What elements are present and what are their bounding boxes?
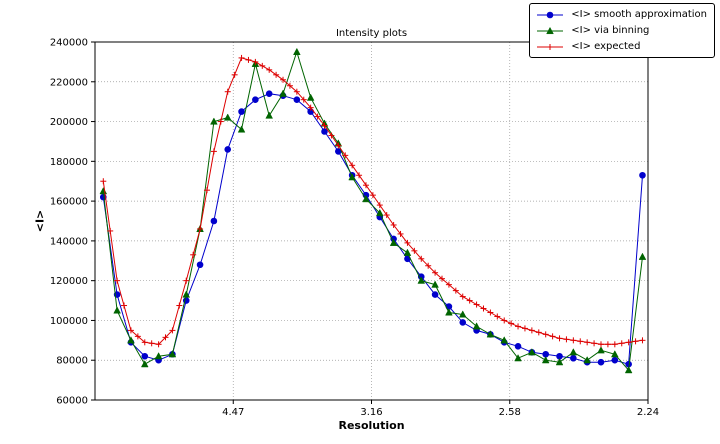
triangle-marker [638,252,647,260]
circle-marker [293,96,301,103]
circle-marker [210,217,218,225]
circle-marker [459,319,467,326]
x-axis-label: Resolution [338,419,405,432]
plot-frame [94,41,649,401]
triangle-marker [569,348,578,356]
y-tick-label: 80000 [56,356,88,367]
chart-title: Intensity plots [335,28,408,39]
circle-marker [265,90,273,98]
circle-marker [431,291,439,298]
triangle-marker [127,336,135,344]
triangle-marker [546,26,555,34]
triangle-marker [624,366,633,374]
legend-label: <I> smooth approximation [571,9,707,20]
y-tick-label: 140000 [50,236,88,247]
triangle-marker [223,113,232,121]
legend-item: <I> via binning [535,23,707,38]
triangle-marker [597,346,605,354]
triangle-marker [375,208,384,217]
legend: <I> smooth approximation <I> via binning <… [529,3,715,58]
triangle-marker [403,248,412,256]
y-axis-label: <I> [33,209,47,233]
triangle-marker [279,89,287,97]
legend-item: <I> smooth approximation [535,7,707,22]
x-tick-label: 4.47 [222,407,244,418]
y-tick-label: 200000 [50,117,88,128]
triangle-marker [486,330,495,338]
triangle-marker [500,336,509,344]
circle-legend-marker-icon [537,11,564,18]
triangle-marker [528,348,536,356]
y-tick-label: 180000 [50,157,88,168]
series-line-triangle [102,50,643,372]
legend-item: <I> expected [535,39,707,54]
circle-marker [238,108,245,115]
x-tick-label: 2.58 [499,407,521,418]
circle-marker [570,354,577,362]
triangle-marker [168,350,177,358]
triangle-marker [306,93,315,101]
triangle-marker [611,350,619,358]
x-tick-label: 3.16 [360,407,382,418]
triangle-legend-marker-icon [537,26,564,34]
circle-marker [224,146,232,153]
circle-marker [597,358,605,366]
triangle-marker [265,111,274,119]
triangle-marker [514,354,522,362]
circle-marker [514,342,522,350]
triangle-marker [237,125,246,133]
y-tick-label: 160000 [50,197,88,208]
triangle-marker [113,306,121,314]
y-tick-label: 120000 [50,276,88,287]
triangle-marker [293,47,301,55]
triangle-marker [210,117,218,125]
triangle-marker [431,280,439,288]
y-tick-label: 100000 [50,316,88,327]
circle-marker [252,96,259,103]
y-tick-label: 60000 [56,396,88,407]
triangle-marker [541,356,550,364]
triangle-marker [362,194,370,203]
triangle-marker [182,290,191,298]
legend-label: <I> expected [571,41,641,52]
triangle-marker [389,238,398,246]
y-tick-label: 240000 [50,38,88,49]
triangle-marker [458,310,467,318]
triangle-marker [140,360,149,368]
triangle-marker [154,352,163,360]
triangle-marker [472,322,481,330]
plus-legend-marker-icon [537,43,564,50]
circle-marker [546,11,554,18]
triangle-marker [417,276,426,284]
circle-marker [196,261,204,269]
triangle-marker [555,358,564,366]
triangle-marker [445,308,453,316]
x-tick-label: 2.24 [637,407,659,418]
y-tick-label: 220000 [50,77,88,88]
circle-marker [141,352,149,360]
legend-label: <I> via binning [571,25,650,36]
circle-marker [639,171,646,179]
circle-marker [611,356,619,364]
series-line-circle [102,93,643,365]
triangle-marker [583,356,591,364]
triangle-marker [348,173,356,181]
triangle-marker [99,187,108,195]
